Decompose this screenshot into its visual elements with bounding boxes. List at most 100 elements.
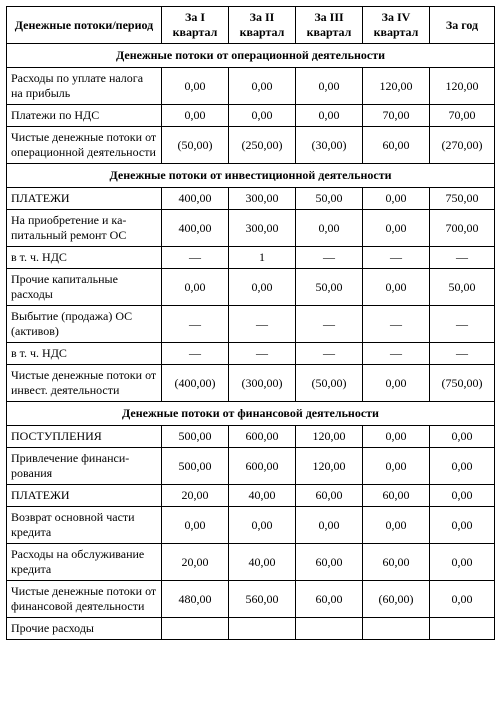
table-row: Чистые денежные по­токи от операционной … xyxy=(7,127,495,164)
cell: 60,00 xyxy=(296,544,363,581)
col-header-0: Денежные потоки/период xyxy=(7,7,162,44)
table-row: ПЛАТЕЖИ20,0040,0060,0060,000,00 xyxy=(7,485,495,507)
cell xyxy=(296,618,363,640)
row-label: Расходы на обслужива­ние кредита xyxy=(7,544,162,581)
cell: (750,00) xyxy=(430,365,495,402)
row-label: Чистые денежные потоки от финансовой дея… xyxy=(7,581,162,618)
cell: 0,00 xyxy=(296,210,363,247)
table-row: Расходы по уплате на­лога на прибыль0,00… xyxy=(7,68,495,105)
cell: 500,00 xyxy=(162,448,229,485)
table-row: Расходы на обслужива­ние кредита20,0040,… xyxy=(7,544,495,581)
header-row: Денежные потоки/период За I квартал За I… xyxy=(7,7,495,44)
cell: (60,00) xyxy=(363,581,430,618)
cell: 60,00 xyxy=(363,485,430,507)
cell: 600,00 xyxy=(229,448,296,485)
col-header-4: За IV квартал xyxy=(363,7,430,44)
cell: 40,00 xyxy=(229,544,296,581)
table-row: в т. ч. НДС—1——— xyxy=(7,247,495,269)
cell: (50,00) xyxy=(162,127,229,164)
row-label: Чистые денежные по­токи от операционной … xyxy=(7,127,162,164)
cell: 0,00 xyxy=(229,507,296,544)
cell: (30,00) xyxy=(296,127,363,164)
table-row: Прочие расходы xyxy=(7,618,495,640)
cell: 0,00 xyxy=(363,210,430,247)
section-row: Денежные потоки от финансовой деятельнос… xyxy=(7,402,495,426)
cell: 400,00 xyxy=(162,188,229,210)
cell: 60,00 xyxy=(296,581,363,618)
table-row: ПОСТУПЛЕНИЯ500,00600,00120,000,000,00 xyxy=(7,426,495,448)
cell: 50,00 xyxy=(430,269,495,306)
table-row: Платежи по НДС0,000,000,0070,0070,00 xyxy=(7,105,495,127)
cell: — xyxy=(229,343,296,365)
row-label: Платежи по НДС xyxy=(7,105,162,127)
cell: 120,00 xyxy=(296,448,363,485)
section-header: Денежные потоки от инвестиционной деятел… xyxy=(7,164,495,188)
cell: 0,00 xyxy=(296,68,363,105)
cell: — xyxy=(296,343,363,365)
cell: 0,00 xyxy=(162,507,229,544)
cell: (50,00) xyxy=(296,365,363,402)
row-label: Прочие капитальные расходы xyxy=(7,269,162,306)
col-header-2: За II квартал xyxy=(229,7,296,44)
cell: 0,00 xyxy=(430,581,495,618)
cell: — xyxy=(430,247,495,269)
cell: 20,00 xyxy=(162,485,229,507)
row-label: Выбытие (продажа) ОС (активов) xyxy=(7,306,162,343)
cell: (300,00) xyxy=(229,365,296,402)
cell: 0,00 xyxy=(363,426,430,448)
cell: 700,00 xyxy=(430,210,495,247)
cell: 500,00 xyxy=(162,426,229,448)
table-body: Денежные потоки от операционной деятельн… xyxy=(7,44,495,640)
cell: 70,00 xyxy=(363,105,430,127)
cell: 1 xyxy=(229,247,296,269)
row-label: Расходы по уплате на­лога на прибыль xyxy=(7,68,162,105)
cell: 0,00 xyxy=(229,105,296,127)
cell: — xyxy=(162,247,229,269)
cell: 560,00 xyxy=(229,581,296,618)
cell: (270,00) xyxy=(430,127,495,164)
col-header-5: За год xyxy=(430,7,495,44)
cell: 60,00 xyxy=(296,485,363,507)
col-header-1: За I квартал xyxy=(162,7,229,44)
section-header: Денежные потоки от финансовой деятельнос… xyxy=(7,402,495,426)
cell: — xyxy=(363,306,430,343)
cell: 0,00 xyxy=(162,105,229,127)
table-row: Выбытие (продажа) ОС (активов)————— xyxy=(7,306,495,343)
cell xyxy=(229,618,296,640)
cell: 0,00 xyxy=(229,269,296,306)
cell xyxy=(363,618,430,640)
row-label: в т. ч. НДС xyxy=(7,343,162,365)
cell: 40,00 xyxy=(229,485,296,507)
table-row: Чистые денежные потоки от финансовой дея… xyxy=(7,581,495,618)
cell xyxy=(162,618,229,640)
cell: 60,00 xyxy=(363,544,430,581)
col-header-3: За III квартал xyxy=(296,7,363,44)
table-row: ПЛАТЕЖИ400,00300,0050,000,00750,00 xyxy=(7,188,495,210)
table-row: Возврат основной части кредита0,000,000,… xyxy=(7,507,495,544)
cell: — xyxy=(430,343,495,365)
cell: 0,00 xyxy=(430,485,495,507)
section-row: Денежные потоки от инвестиционной деятел… xyxy=(7,164,495,188)
cell: 20,00 xyxy=(162,544,229,581)
cell: 120,00 xyxy=(296,426,363,448)
cell: 0,00 xyxy=(363,448,430,485)
cell xyxy=(430,618,495,640)
cell: — xyxy=(229,306,296,343)
cell: (250,00) xyxy=(229,127,296,164)
cell: 600,00 xyxy=(229,426,296,448)
section-row: Денежные потоки от операционной деятельн… xyxy=(7,44,495,68)
table-row: в т. ч. НДС————— xyxy=(7,343,495,365)
row-label: Привлечение финанси­рования xyxy=(7,448,162,485)
cell: 70,00 xyxy=(430,105,495,127)
cell: 120,00 xyxy=(363,68,430,105)
cell: 120,00 xyxy=(430,68,495,105)
cell: — xyxy=(363,343,430,365)
cell: 0,00 xyxy=(296,105,363,127)
cell: 0,00 xyxy=(430,507,495,544)
cell: 400,00 xyxy=(162,210,229,247)
row-label: Возврат основной части кредита xyxy=(7,507,162,544)
row-label: ПЛАТЕЖИ xyxy=(7,485,162,507)
cell: 300,00 xyxy=(229,188,296,210)
table-row: Привлечение финанси­рования500,00600,001… xyxy=(7,448,495,485)
cell: 0,00 xyxy=(162,68,229,105)
